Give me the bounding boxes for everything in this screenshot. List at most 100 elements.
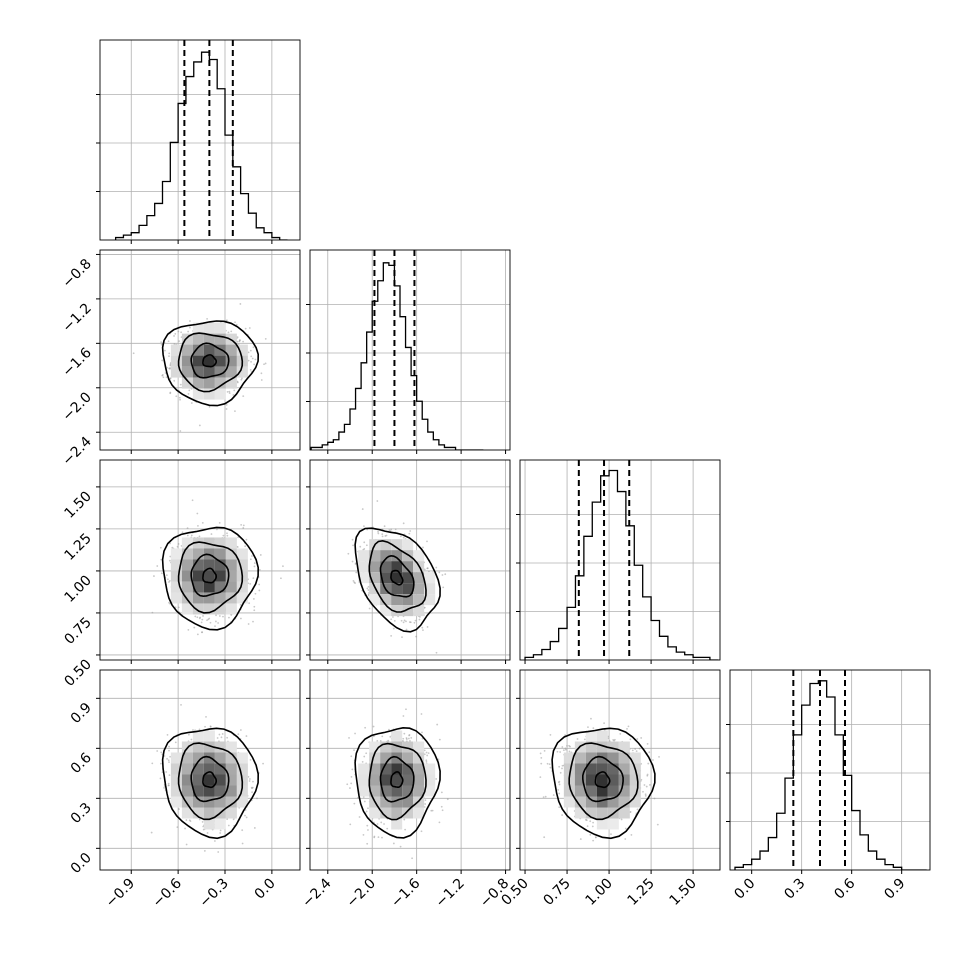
density-bin <box>236 763 248 775</box>
sample-point <box>423 568 426 571</box>
density-bin <box>358 774 370 786</box>
sample-point <box>252 346 255 349</box>
density-bin <box>170 752 182 764</box>
sample-point <box>592 839 595 842</box>
sample-point <box>156 750 159 752</box>
sample-point <box>377 836 380 839</box>
density-bin <box>170 570 182 582</box>
density-bin <box>380 796 392 808</box>
density-bin <box>629 774 641 786</box>
histogram-panel-3 <box>726 669 931 874</box>
density-bin <box>585 785 597 797</box>
sample-point <box>207 618 210 621</box>
sample-point <box>226 736 229 739</box>
density-bin <box>203 807 215 819</box>
density-bin <box>214 785 226 797</box>
sample-point <box>179 430 182 432</box>
sample-point <box>658 755 660 758</box>
sample-point <box>557 789 560 791</box>
density-bin <box>369 594 381 606</box>
sample-point <box>351 560 354 563</box>
sample-point <box>565 748 567 751</box>
sample-point <box>354 582 356 584</box>
y-tick-label: 0.3 <box>68 800 95 827</box>
sample-point <box>188 389 191 392</box>
density-bin <box>380 539 392 551</box>
y-tick-label: 1.25 <box>61 530 94 563</box>
sample-point <box>422 546 424 549</box>
sample-point <box>169 542 171 545</box>
contour-line <box>379 554 415 598</box>
contour-line <box>379 755 415 803</box>
density-bin <box>618 774 630 786</box>
sample-point <box>201 618 204 621</box>
density-bin <box>424 572 436 584</box>
density-bin <box>203 785 215 797</box>
density-bin <box>391 550 403 562</box>
sample-point <box>442 586 445 589</box>
sample-point <box>619 732 622 735</box>
density-bin <box>214 603 226 615</box>
sample-point <box>647 762 650 765</box>
sample-point <box>202 615 204 617</box>
sample-point <box>242 340 245 343</box>
sample-point <box>426 754 429 757</box>
density-bin <box>369 785 381 797</box>
sample-point <box>178 808 180 810</box>
density-bin <box>225 344 237 356</box>
sample-point <box>228 390 231 393</box>
density-bin <box>192 377 204 389</box>
density-bin <box>391 583 403 595</box>
panel-frame <box>519 459 721 661</box>
y-tick-label: −1.2 <box>59 300 94 335</box>
density-bin <box>413 774 425 786</box>
density-bin <box>181 377 193 389</box>
sample-point <box>350 776 353 778</box>
density-bin <box>402 774 414 786</box>
density-bin <box>192 763 204 775</box>
sample-point <box>557 781 560 784</box>
density-bin <box>413 763 425 775</box>
sample-point <box>422 629 424 631</box>
density-bin <box>225 774 237 786</box>
sample-point <box>168 367 171 370</box>
density-bin <box>607 818 619 830</box>
sample-point <box>175 395 178 398</box>
density-bin <box>236 366 248 378</box>
sample-point <box>226 534 229 537</box>
sample-point <box>187 330 190 333</box>
scatter-panel-1-0 <box>96 249 301 454</box>
contour-line <box>190 342 230 379</box>
sample-point <box>613 739 615 742</box>
sample-point <box>253 562 256 564</box>
sample-point <box>169 755 172 758</box>
density-bin <box>402 807 414 819</box>
histogram-panel-1 <box>306 249 511 454</box>
density-bin <box>170 785 182 797</box>
density-bin <box>203 592 215 604</box>
sample-point <box>169 392 172 395</box>
density-bin <box>214 355 226 367</box>
sample-point <box>346 783 349 786</box>
sample-point <box>424 803 427 805</box>
sample-point <box>217 851 220 853</box>
sample-point <box>446 798 449 801</box>
sample-point <box>245 816 248 819</box>
sample-point <box>198 728 201 731</box>
x-tick-label: 0.75 <box>541 876 574 909</box>
sample-point <box>372 725 375 728</box>
y-tick-label: −2.0 <box>59 389 94 424</box>
sample-point <box>426 540 428 543</box>
density-bin <box>391 763 403 775</box>
sample-point <box>367 807 369 810</box>
density-bin <box>192 730 204 742</box>
sample-point <box>376 500 379 502</box>
panel-contents <box>347 500 447 654</box>
sample-point <box>359 545 362 548</box>
density-bin <box>424 594 436 606</box>
density-bin <box>380 605 392 617</box>
sample-point <box>187 393 190 395</box>
sample-point <box>399 535 402 538</box>
sample-point <box>156 565 159 567</box>
sample-point <box>415 635 418 638</box>
